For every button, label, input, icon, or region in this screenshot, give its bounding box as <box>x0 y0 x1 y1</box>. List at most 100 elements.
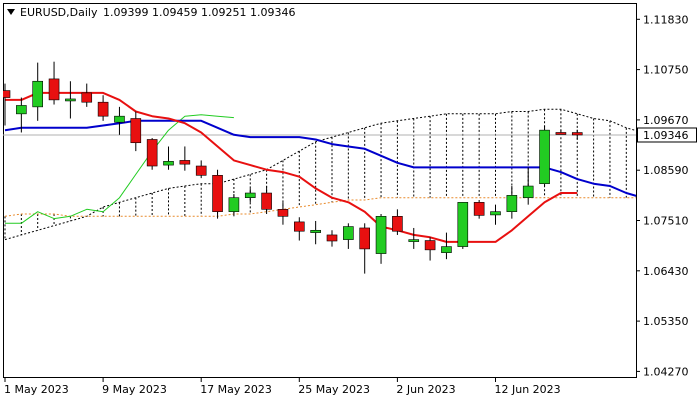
plot-frame <box>3 3 637 378</box>
bull-candle-body <box>114 115 125 123</box>
candle[interactable] <box>392 209 403 235</box>
bull-candle-body <box>539 129 550 185</box>
candle[interactable] <box>0 83 11 126</box>
senkou-span-a-line <box>4 197 636 217</box>
symbol-caption: EURUSD,Daily <box>20 6 98 19</box>
chikou-span-line <box>5 114 234 224</box>
kijun-sen-line <box>4 119 636 197</box>
bull-candle-body <box>244 192 256 198</box>
candle[interactable] <box>490 204 501 225</box>
candle[interactable] <box>326 230 338 247</box>
candle[interactable] <box>506 186 518 219</box>
candle[interactable] <box>16 97 27 133</box>
candle[interactable] <box>310 220 321 245</box>
price-axis[interactable]: 1.11830 1.10750 1.09670 1.08590 1.07510 1.064… <box>636 13 689 378</box>
bull-candle-body <box>65 98 76 102</box>
bull-candle-body <box>310 229 321 233</box>
candle[interactable] <box>48 61 60 105</box>
y-tick-label: 1.06430 <box>643 265 689 278</box>
candle[interactable] <box>228 193 240 217</box>
bull-candle-body <box>16 105 27 115</box>
y-tick-label: 1.08590 <box>643 164 689 177</box>
candle[interactable] <box>277 202 289 225</box>
candle[interactable] <box>97 95 109 121</box>
bear-candle-body <box>261 192 272 210</box>
x-tick-label: 1 May 2023 <box>4 383 69 396</box>
candle[interactable] <box>359 223 371 274</box>
bull-candle-body <box>343 226 354 240</box>
ichimoku-cloud <box>4 109 627 240</box>
bear-candle-body <box>326 234 338 242</box>
candle[interactable] <box>114 106 125 135</box>
bear-candle-body <box>97 101 109 117</box>
candle[interactable] <box>457 202 469 249</box>
candle[interactable] <box>32 62 44 121</box>
bull-candle-body <box>506 195 518 212</box>
candle[interactable] <box>146 138 158 170</box>
candle[interactable] <box>555 129 567 135</box>
candle[interactable] <box>424 237 436 261</box>
x-tick-label: 9 May 2023 <box>102 383 167 396</box>
bear-candle-body <box>359 227 371 250</box>
bear-candle-body <box>473 202 485 216</box>
bull-candle-body <box>490 211 501 216</box>
y-tick-label: 1.05350 <box>643 315 689 328</box>
candle[interactable] <box>244 188 256 203</box>
bull-candle-body <box>375 216 387 254</box>
bear-candle-body <box>293 221 305 232</box>
candle[interactable] <box>163 146 174 170</box>
x-tick-label: 25 May 2023 <box>298 383 370 396</box>
candle[interactable] <box>212 169 223 219</box>
candle[interactable] <box>179 146 191 171</box>
price-tag-label: 1.09346 <box>643 129 689 142</box>
candle[interactable] <box>408 227 420 249</box>
y-tick-label: 1.10750 <box>643 64 689 77</box>
bull-candle-body <box>163 161 174 166</box>
candle[interactable] <box>81 83 93 107</box>
candle[interactable] <box>441 232 452 260</box>
y-tick-label: 1.04270 <box>643 365 689 378</box>
bull-candle-body <box>408 239 420 242</box>
bear-candle-body <box>277 209 289 217</box>
triangle-down-icon[interactable] <box>7 9 15 15</box>
tenkan-sen-line <box>5 91 578 243</box>
x-tick-label: 17 May 2023 <box>200 383 272 396</box>
y-tick-label: 1.09670 <box>643 114 689 127</box>
x-tick-label: 12 Jun 2023 <box>495 383 561 396</box>
chart-title[interactable]: EURUSD,Daily 1.09399 1.09459 1.09251 1.0… <box>7 6 295 19</box>
bear-candle-body <box>130 118 142 144</box>
bull-candle-body <box>228 197 240 212</box>
bull-candle-body <box>522 185 534 198</box>
x-tick-label: 2 Jun 2023 <box>396 383 455 396</box>
candle[interactable] <box>375 213 387 264</box>
current-price-tag: 1.09346 <box>637 127 697 143</box>
candle[interactable] <box>130 111 142 152</box>
ohlc-caption: 1.09399 1.09459 1.09251 1.09346 <box>103 6 295 19</box>
candle[interactable] <box>343 223 354 249</box>
price-tag-box <box>637 127 697 143</box>
bear-candle-body <box>424 240 436 251</box>
candle[interactable] <box>293 217 305 241</box>
candle[interactable] <box>195 160 207 179</box>
bear-candle-body <box>81 92 93 103</box>
candle[interactable] <box>539 125 550 187</box>
bear-candle-body <box>179 160 191 165</box>
bear-candle-body <box>392 216 403 232</box>
candle[interactable] <box>65 81 76 119</box>
candle[interactable] <box>522 167 534 205</box>
candle[interactable] <box>571 129 583 140</box>
bear-candle-body <box>571 132 583 136</box>
ichimoku-lines <box>4 91 636 243</box>
bull-candle-body <box>457 202 469 247</box>
candlesticks[interactable] <box>0 61 583 274</box>
candle[interactable] <box>261 186 272 214</box>
bear-candle-body <box>212 175 223 212</box>
y-tick-label: 1.07510 <box>643 215 689 228</box>
bear-candle-body <box>48 78 60 101</box>
y-tick-label: 1.11830 <box>643 13 689 26</box>
time-axis[interactable]: 1 May 2023 9 May 2023 17 May 2023 25 May 20… <box>4 377 561 396</box>
bull-candle-body <box>441 246 452 253</box>
candle[interactable] <box>473 200 485 219</box>
